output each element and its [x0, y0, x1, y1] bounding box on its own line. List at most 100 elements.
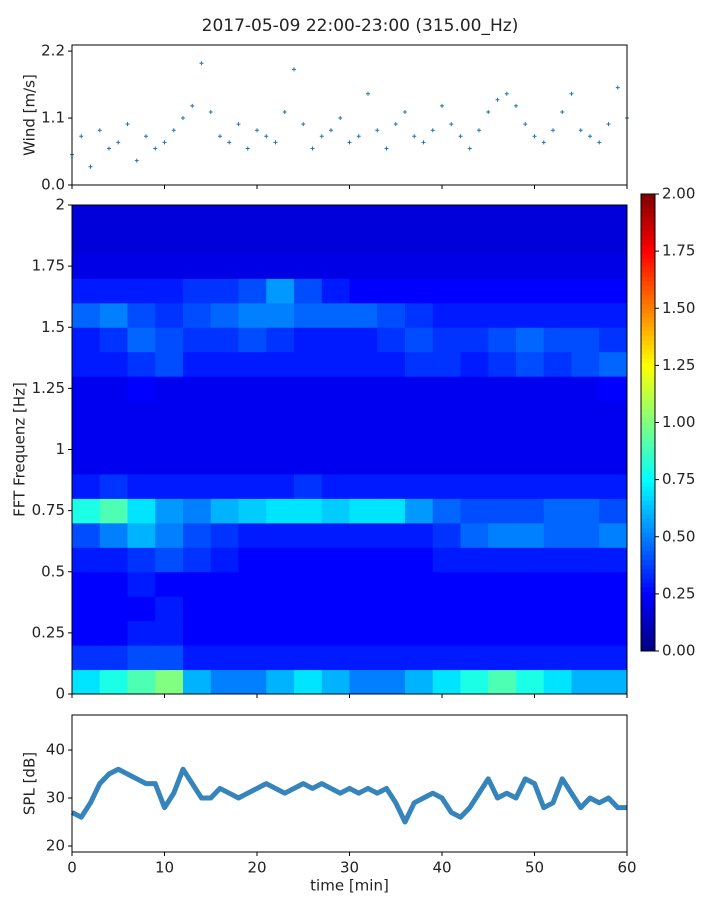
- heat-cell: [72, 278, 101, 304]
- heat-cell: [266, 253, 295, 279]
- heat-cell: [321, 205, 350, 230]
- colorbar-step: [641, 431, 655, 437]
- y-tick-label: 1: [55, 440, 65, 458]
- heat-cell: [488, 547, 517, 573]
- heat-cell: [571, 449, 600, 475]
- colorbar-step: [641, 335, 655, 341]
- wind-point: [347, 140, 352, 145]
- heat-cell: [432, 473, 461, 499]
- heat-cell: [599, 376, 628, 402]
- heat-cell: [155, 449, 184, 475]
- heat-cell: [210, 571, 239, 597]
- wind-point: [588, 134, 592, 139]
- heat-cell: [238, 620, 267, 646]
- colorbar-step: [641, 363, 655, 369]
- colorbar-tick-label: 1.25: [662, 356, 695, 374]
- heat-cell: [321, 473, 350, 499]
- colorbar-step: [641, 321, 655, 328]
- colorbar-step: [641, 623, 655, 629]
- wind-point: [273, 140, 278, 145]
- heat-cell: [127, 253, 156, 279]
- heat-cell: [238, 645, 267, 671]
- spl-line: [70, 766, 627, 825]
- heat-cell: [543, 571, 572, 597]
- heat-cell: [127, 351, 156, 377]
- heat-cell: [72, 473, 101, 499]
- heat-cell: [599, 449, 628, 475]
- wind-point: [551, 128, 555, 133]
- heat-cell: [349, 327, 378, 353]
- y-tick-label: 1.1: [41, 109, 65, 127]
- heat-cell: [599, 596, 628, 622]
- heat-cell: [460, 571, 489, 597]
- heat-cell: [543, 253, 572, 279]
- heat-cell: [321, 620, 350, 646]
- colorbar-step: [641, 472, 655, 478]
- heat-cell: [543, 229, 572, 255]
- heat-cell: [238, 425, 267, 450]
- heat-cell: [571, 498, 600, 524]
- colorbar-step: [641, 253, 655, 259]
- colorbar-step: [641, 413, 655, 419]
- colorbar-step: [641, 495, 655, 501]
- heat-cell: [294, 278, 323, 304]
- heat-cell: [405, 425, 434, 450]
- heat-cell: [488, 302, 517, 328]
- heat-cell: [321, 449, 350, 475]
- heat-cell: [238, 596, 267, 622]
- colorbar-step: [641, 239, 655, 245]
- colorbar-step: [641, 641, 655, 647]
- heat-cell: [238, 522, 267, 548]
- heat-cell: [99, 253, 128, 279]
- heat-cell: [99, 229, 128, 255]
- heat-cell: [516, 229, 545, 255]
- heat-cell: [432, 351, 461, 377]
- heat-cell: [155, 425, 184, 450]
- heat-cell: [405, 547, 434, 573]
- heat-cell: [599, 571, 628, 597]
- heat-cell: [571, 278, 600, 304]
- heat-cell: [210, 596, 239, 622]
- heat-cell: [349, 547, 378, 573]
- heat-cell: [543, 205, 572, 230]
- x-axis-label: time [min]: [310, 877, 389, 895]
- heat-cell: [377, 229, 406, 255]
- heat-cell: [210, 205, 239, 230]
- heat-cell: [210, 449, 239, 475]
- heat-cell: [516, 205, 545, 230]
- heat-cell: [238, 547, 267, 573]
- heat-cell: [377, 205, 406, 230]
- heat-cell: [183, 253, 212, 279]
- wind-point: [255, 128, 259, 133]
- heat-cell: [183, 645, 212, 671]
- colorbar-step: [641, 235, 655, 241]
- heat-cell: [294, 547, 323, 573]
- wind-point: [218, 134, 222, 139]
- heat-cell: [460, 473, 489, 499]
- heat-cell: [99, 522, 128, 548]
- y-tick-label: 2: [55, 196, 65, 214]
- heat-cell: [460, 400, 489, 426]
- heat-cell: [238, 327, 267, 353]
- heat-cell: [349, 400, 378, 426]
- heat-cell: [599, 327, 628, 353]
- heat-cell: [99, 596, 128, 622]
- heat-cell: [321, 547, 350, 573]
- heat-cell: [127, 596, 156, 622]
- axes-frame: [71, 44, 628, 186]
- heat-cell: [599, 669, 628, 695]
- heat-cell: [516, 449, 545, 475]
- heat-cell: [432, 327, 461, 353]
- heat-cell: [516, 400, 545, 426]
- heat-cell: [349, 620, 378, 646]
- wind-point: [375, 128, 380, 133]
- colorbar-step: [641, 614, 655, 620]
- heat-cell: [377, 669, 406, 695]
- heat-cell: [377, 302, 406, 328]
- heat-cell: [238, 571, 267, 597]
- heat-cell: [488, 278, 517, 304]
- heat-cell: [266, 205, 295, 230]
- heat-cell: [460, 278, 489, 304]
- wind-point: [606, 122, 611, 127]
- wind-point: [181, 116, 185, 121]
